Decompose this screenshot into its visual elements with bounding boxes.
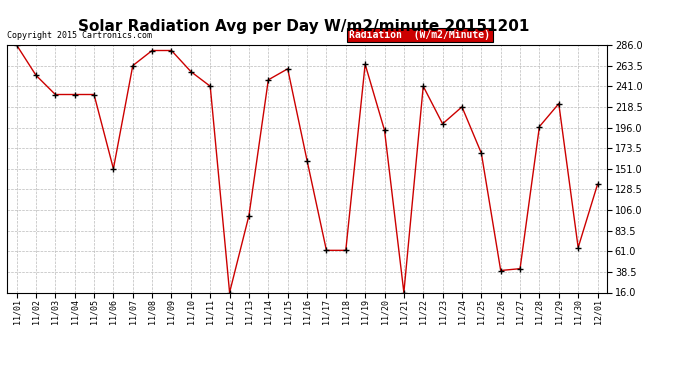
Text: Radiation  (W/m2/Minute): Radiation (W/m2/Minute): [349, 30, 490, 40]
Text: Copyright 2015 Cartronics.com: Copyright 2015 Cartronics.com: [7, 31, 152, 40]
Text: Solar Radiation Avg per Day W/m2/minute 20151201: Solar Radiation Avg per Day W/m2/minute …: [78, 19, 529, 34]
